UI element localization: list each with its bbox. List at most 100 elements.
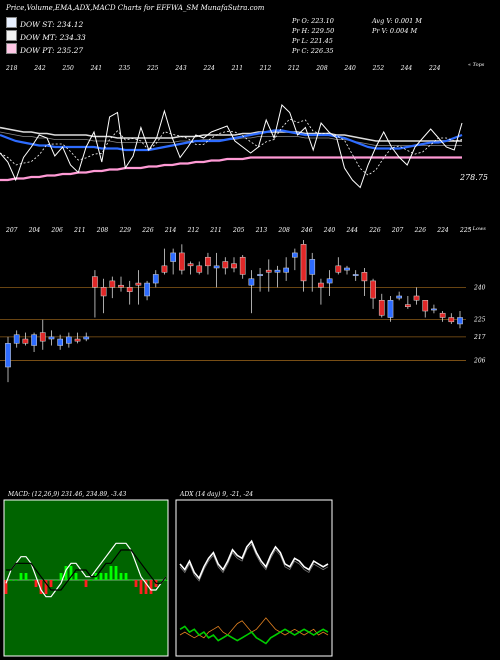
candle-body xyxy=(213,265,220,269)
candle-body xyxy=(344,267,350,271)
macd-histogram-bar xyxy=(44,580,48,594)
top-tick-label: 252 xyxy=(372,65,385,72)
candle-body xyxy=(265,269,272,273)
candle-body xyxy=(283,267,290,273)
candle-body xyxy=(39,332,46,342)
candle-body xyxy=(205,256,211,267)
macd-histogram-bar xyxy=(134,580,138,587)
bottom-tick-label: 211 xyxy=(73,227,85,234)
macd-histogram-bar xyxy=(109,566,113,580)
candle-body xyxy=(248,278,255,286)
legend-label-st: DOW ST: 234.12 xyxy=(20,20,84,29)
candle-body xyxy=(387,300,394,318)
ema-mid-line xyxy=(0,126,462,142)
macd-histogram-bar xyxy=(79,580,83,581)
macd-histogram-bar xyxy=(34,580,38,587)
bottom-tick-label: 207 xyxy=(391,227,404,234)
candle-body xyxy=(222,261,229,269)
bottom-tick-label: 208 xyxy=(96,227,109,234)
candle-body xyxy=(83,336,90,340)
candle-body xyxy=(326,278,333,284)
candle-body xyxy=(109,280,116,288)
macd-histogram-bar xyxy=(9,580,13,581)
top-tick-label: 225 xyxy=(146,65,159,72)
candle-body xyxy=(74,338,81,342)
adx-title: ADX (14 day) 9, -21, -24 xyxy=(179,491,253,498)
top-tick-label: 244 xyxy=(400,65,413,72)
candle-body xyxy=(300,244,307,282)
top-tick-label: 212 xyxy=(287,65,300,72)
legend-dow-mt: DOW MT: 234.33 xyxy=(6,30,86,42)
macd-histogram-bar xyxy=(74,573,78,580)
stat-close: Pr C: 226.35 xyxy=(292,47,334,55)
candle-body xyxy=(309,259,316,275)
top-tick-label: 224 xyxy=(428,65,441,72)
stat-avg-volume: Avg V: 0.001 M xyxy=(372,17,422,25)
candle-body xyxy=(152,274,159,284)
macd-panel-bg xyxy=(3,499,169,657)
price-avg-dashed xyxy=(0,118,463,176)
candle-body xyxy=(126,287,133,292)
bottom-tick-label: 225 xyxy=(459,227,472,234)
macd-histogram-bar xyxy=(164,580,168,581)
macd-line xyxy=(5,542,167,598)
adx-white-shadow xyxy=(179,543,329,582)
candle-body xyxy=(231,263,237,269)
bottom-tick-label: 208 xyxy=(277,227,290,234)
legend-dow-st: DOW ST: 234.12 xyxy=(6,17,83,29)
bottom-tick-label: 226 xyxy=(141,227,154,234)
bottom-tick-label: 212 xyxy=(187,227,200,234)
macd-histogram-bar xyxy=(89,580,93,581)
macd-histogram-bar xyxy=(129,580,133,581)
macd-title: MACD: (12,26,9) 231.46, 234.89, -3.43 xyxy=(7,491,126,498)
legend-swatch-mt xyxy=(6,30,17,41)
macd-histogram-bar xyxy=(59,573,63,580)
macd-histogram-bar xyxy=(139,580,143,594)
macd-histogram-bar xyxy=(29,580,33,581)
macd-histogram-bar xyxy=(84,580,88,587)
legend-label-pt: DOW PT: 235.27 xyxy=(20,46,84,55)
level-label: 240 xyxy=(473,284,486,291)
stat-high: Pr H: 229.50 xyxy=(292,27,335,35)
candle-body xyxy=(318,282,324,288)
candle-body xyxy=(239,256,246,275)
candle-body xyxy=(378,300,385,316)
top-tick-label: 243 xyxy=(174,65,187,72)
macd-histogram-bar xyxy=(114,566,118,580)
macd-histogram-bar xyxy=(4,580,8,594)
macd-histogram-bar xyxy=(19,573,23,580)
candle-body xyxy=(178,252,185,271)
stat-low: Pr L: 221.45 xyxy=(292,37,333,45)
tops-label: « Tops xyxy=(468,62,485,68)
top-tick-label: 242 xyxy=(33,65,46,72)
level-label: 206 xyxy=(473,358,486,365)
stat-volume: Pr V: 0.004 M xyxy=(372,27,418,35)
candle-body xyxy=(404,304,411,307)
stat-open: Pr O: 223.10 xyxy=(292,17,334,25)
bottom-tick-label: 213 xyxy=(255,227,268,234)
candle-body xyxy=(100,287,107,297)
candle-body xyxy=(352,274,359,276)
macd-histogram-bar xyxy=(14,580,18,581)
candle-body xyxy=(396,295,403,299)
adx-orange-line xyxy=(179,617,329,639)
candle-body xyxy=(457,317,463,325)
macd-histogram-bar xyxy=(69,566,73,580)
macd-histogram-bar xyxy=(144,580,148,594)
candle-body xyxy=(187,263,194,267)
bottom-tick-label: 229 xyxy=(119,227,132,234)
macd-histogram-bar xyxy=(159,580,163,581)
macd-histogram-bar xyxy=(39,580,43,594)
adx-white-line xyxy=(179,539,329,580)
candle-body xyxy=(196,265,203,273)
lows-label: « Lows xyxy=(468,226,486,232)
bottom-tick-label: 244 xyxy=(346,227,359,234)
chart-title: Price,Volume,EMA,ADX,MACD Charts for EFF… xyxy=(6,4,265,12)
top-tick-label: 208 xyxy=(315,65,328,72)
level-label: 225 xyxy=(473,317,486,324)
bottom-tick-label: 226 xyxy=(368,227,381,234)
candle-body xyxy=(161,265,168,273)
legend-swatch-pt xyxy=(6,43,17,54)
candle-body xyxy=(439,312,446,318)
